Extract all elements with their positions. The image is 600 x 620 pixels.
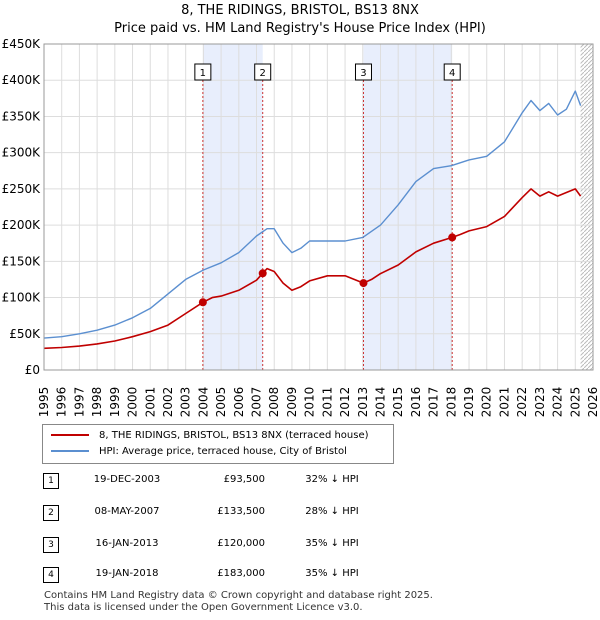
x-tick-label: 1998 [90, 387, 104, 418]
x-tick-label: 2022 [515, 387, 529, 418]
sale-point [448, 233, 457, 242]
x-tick-label: 2026 [586, 387, 600, 418]
footer-licence: This data is licensed under the Open Gov… [44, 602, 363, 613]
x-tick-label: 2005 [214, 387, 228, 418]
chart-title-line1: 8, THE RIDINGS, BRISTOL, BS13 8NX [181, 3, 419, 18]
x-tick-label: 2002 [161, 387, 175, 418]
sale-hpi-diff: 28% ↓ HPI [305, 506, 359, 517]
sale-hpi-diff: 32% ↓ HPI [305, 474, 359, 485]
sale-price: £93,500 [223, 474, 265, 485]
hpi-line [43, 90, 582, 339]
sale-number-badge: 1 [43, 473, 59, 489]
y-tick-label: £200K [2, 218, 42, 232]
x-tick-label: 2016 [409, 387, 423, 418]
x-tick-label: 1999 [108, 387, 122, 418]
sale-marker-box [354, 63, 372, 81]
y-tick-label: £450K [2, 37, 42, 51]
sale-marker-label: 1 [200, 68, 206, 79]
y-tick-label: £50K [9, 327, 41, 341]
y-tick-label: £250K [2, 182, 42, 196]
sale-marker-box [194, 63, 212, 81]
x-tick-label: 2001 [143, 387, 157, 418]
sale-marker-box [443, 63, 461, 81]
price-chart: 1 2 3 4 £0 £50K £100K £150K £200K £250K £300K £350… [2, 37, 600, 418]
sale-hpi-diff: 35% ↓ HPI [305, 538, 359, 549]
legend: 8, THE RIDINGS, BRISTOL, BS13 8NX (terra… [42, 424, 394, 464]
x-tick-label: 2023 [533, 387, 547, 418]
price-paid-line [43, 188, 582, 350]
sale-point [258, 269, 267, 278]
x-tick-label: 2004 [196, 387, 210, 418]
forecast-hatch [580, 44, 593, 370]
plot-frame [43, 43, 594, 371]
y-tick-label: £300K [2, 146, 42, 160]
y-tick-label: £150K [2, 254, 42, 268]
sale-hpi-diff: 35% ↓ HPI [305, 568, 359, 579]
y-tick-label: £100K [2, 291, 42, 305]
sale-marker-label: 2 [260, 68, 266, 79]
x-tick-label: 2003 [179, 387, 193, 418]
legend-hpi-label: HPI: Average price, terraced house, City… [99, 446, 347, 457]
x-tick-label: 1996 [55, 387, 69, 418]
x-tick-label: 2013 [356, 387, 370, 418]
chart-title-line2: Price paid vs. HM Land Registry's House … [114, 21, 486, 36]
footer-note: Contains HM Land Registry data © Crown c… [44, 590, 433, 614]
sale-price: £133,500 [217, 506, 265, 517]
sale-marker-box [254, 63, 272, 81]
sale-row: 1 19-DEC-2003 £93,500 32% ↓ HPI [40, 472, 600, 490]
sale-marker-label: 4 [449, 68, 455, 79]
sale-date: 19-DEC-2003 [93, 474, 161, 485]
x-tick-label: 2025 [568, 387, 582, 418]
chart-title: 8, THE RIDINGS, BRISTOL, BS13 8NX Price … [0, 2, 600, 38]
x-tick-label: 2011 [320, 387, 334, 418]
x-tick-label: 2021 [497, 387, 511, 418]
x-tick-label: 2017 [427, 387, 441, 418]
legend-price-label: 8, THE RIDINGS, BRISTOL, BS13 8NX (terra… [99, 430, 369, 441]
sale-date: 08-MAY-2007 [94, 506, 160, 517]
y-tick-label: £350K [2, 109, 42, 123]
sale-row: 3 16-JAN-2013 £120,000 35% ↓ HPI [40, 536, 600, 554]
x-tick-label: 2009 [285, 387, 299, 418]
x-tick-label: 2010 [303, 387, 317, 418]
sale-date: 16-JAN-2013 [95, 538, 159, 549]
legend-hpi-swatch [51, 450, 89, 452]
sale-number-badge: 2 [43, 505, 59, 521]
sale-row: 2 08-MAY-2007 £133,500 28% ↓ HPI [40, 504, 600, 522]
sale-date: 19-JAN-2018 [95, 568, 159, 579]
x-tick-label: 2014 [373, 387, 387, 418]
y-tick-label: £0 [25, 363, 40, 377]
y-tick-label: £400K [2, 73, 42, 87]
sale-price: £183,000 [217, 568, 265, 579]
sale-number-badge: 3 [43, 537, 59, 553]
legend-price-entry: 8, THE RIDINGS, BRISTOL, BS13 8NX (terra… [51, 429, 369, 443]
footer-copyright: Contains HM Land Registry data © Crown c… [44, 590, 433, 601]
shaded-period [202, 44, 263, 370]
x-tick-label: 2019 [462, 387, 476, 418]
x-tick-label: 2006 [232, 387, 246, 418]
sale-number-badge: 4 [43, 567, 59, 583]
sale-point [359, 279, 368, 288]
legend-hpi-entry: HPI: Average price, terraced house, City… [51, 445, 347, 459]
x-tick-label: 2000 [126, 387, 140, 418]
sale-point [198, 298, 207, 307]
x-tick-label: 2007 [250, 387, 264, 418]
legend-price-swatch [51, 434, 89, 436]
x-tick-label: 1997 [72, 387, 86, 418]
x-tick-label: 2020 [480, 387, 494, 418]
x-tick-label: 2018 [444, 387, 458, 418]
sale-row: 4 19-JAN-2018 £183,000 35% ↓ HPI [40, 566, 600, 584]
sale-price: £120,000 [217, 538, 265, 549]
x-tick-label: 2008 [267, 387, 281, 418]
shaded-period [363, 44, 453, 370]
sale-marker-label: 3 [360, 68, 366, 79]
x-tick-label: 1995 [37, 387, 51, 418]
x-tick-label: 2012 [338, 387, 352, 418]
x-tick-label: 2024 [551, 387, 565, 418]
x-tick-label: 2015 [391, 387, 405, 418]
